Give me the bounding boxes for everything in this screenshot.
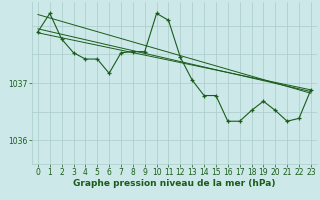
- X-axis label: Graphe pression niveau de la mer (hPa): Graphe pression niveau de la mer (hPa): [73, 179, 276, 188]
